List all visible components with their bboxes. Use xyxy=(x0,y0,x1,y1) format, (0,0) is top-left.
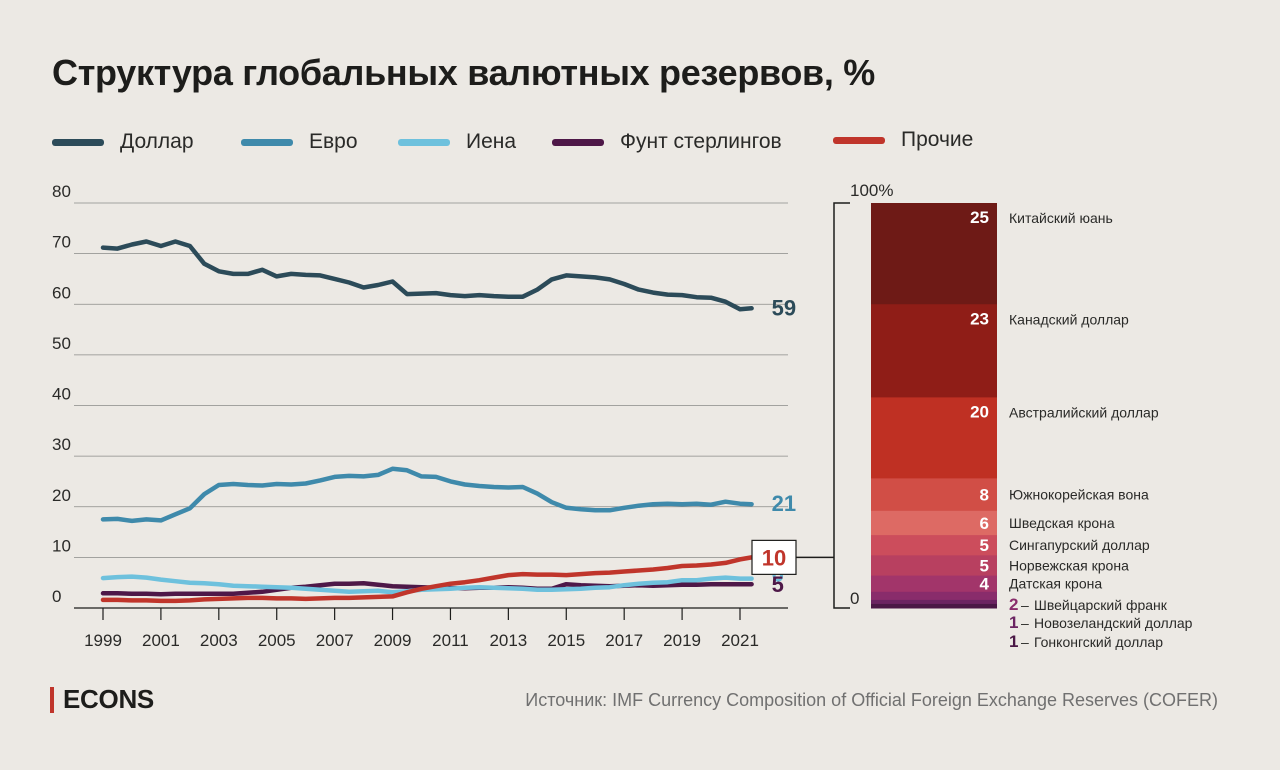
stack-segment-10 xyxy=(871,603,997,609)
y-tick-label: 60 xyxy=(52,283,71,302)
stack-label-6: Норвежская крона xyxy=(1009,557,1129,573)
y-tick-label: 20 xyxy=(52,486,71,505)
y-tick-label: 80 xyxy=(52,182,71,201)
legend-item-dollar: Доллар xyxy=(52,126,194,158)
legend-label-euro: Евро xyxy=(309,130,358,153)
stack-segment-9 xyxy=(871,599,997,605)
stack-label-3: Южнокорейская вона xyxy=(1009,487,1149,503)
stack-label-7: Датская крона xyxy=(1009,576,1102,592)
stack-label-prefix-10: – xyxy=(1021,634,1029,650)
stack-value-2: 20 xyxy=(970,402,989,421)
stack-label-prefix-9: – xyxy=(1021,615,1029,631)
legend-swatch-other xyxy=(833,136,885,144)
stack-label-1: Канадский доллар xyxy=(1009,311,1129,327)
stack-segment-6 xyxy=(871,555,997,577)
legend-swatch-euro xyxy=(241,138,293,146)
stack-label-8: Швейцарский франк xyxy=(1034,597,1168,613)
stack-segment-1 xyxy=(871,304,997,398)
legend-label-yen: Иена xyxy=(466,130,517,153)
grid-layer xyxy=(74,202,788,609)
stack-label-prefix-8: – xyxy=(1021,597,1029,613)
x-tick-labels: 1999 2001 2003 2005 2007 2009 2011 2013 2015 2017… xyxy=(84,608,759,650)
x-tick-label: 2011 xyxy=(432,631,469,650)
end-label-4: 10 xyxy=(762,545,786,570)
stack-label-0: Китайский юань xyxy=(1009,210,1113,226)
legend-swatch-pound xyxy=(552,138,604,146)
x-tick-label: 2003 xyxy=(200,631,238,650)
series-lines xyxy=(100,239,754,604)
stack-value-4: 6 xyxy=(980,514,989,533)
stack-label-9: Новозеландский доллар xyxy=(1034,615,1193,631)
series-line-0 xyxy=(100,239,754,312)
stack-segment-7 xyxy=(871,575,997,593)
x-tick-label: 2007 xyxy=(316,631,354,650)
x-tick-label: 2009 xyxy=(374,631,412,650)
y-tick-label: 50 xyxy=(52,334,71,353)
stack-value-1: 23 xyxy=(970,309,989,328)
brand-bar xyxy=(50,686,54,713)
series-line-4 xyxy=(100,555,754,604)
y-tick-labels: 80 70 60 50 40 30 20 10 0 xyxy=(52,182,71,606)
stack-value-5: 5 xyxy=(980,536,989,555)
y-tick-label: 0 xyxy=(52,587,61,606)
end-label-3: 5 xyxy=(772,572,784,597)
x-tick-label: 2013 xyxy=(489,631,527,650)
stack-label-4: Шведская крона xyxy=(1009,515,1115,531)
brand-logo: ECONS xyxy=(50,684,154,715)
stack-top-label: 100% xyxy=(850,181,893,200)
legend-label-pound: Фунт стерлингов xyxy=(620,130,782,153)
stack-value-0: 25 xyxy=(970,208,989,227)
legend-label-dollar: Доллар xyxy=(120,130,194,153)
x-tick-label: 2015 xyxy=(547,631,585,650)
x-tick-label: 2019 xyxy=(663,631,701,650)
stack-segment-8 xyxy=(871,591,997,601)
y-tick-label: 40 xyxy=(52,385,71,404)
stack-bracket xyxy=(833,202,850,609)
y-tick-label: 10 xyxy=(52,536,71,555)
stack-segment-4 xyxy=(871,510,997,536)
legend-swatch-dollar xyxy=(52,138,104,146)
y-tick-label: 30 xyxy=(52,435,71,454)
end-label-1: 21 xyxy=(772,491,796,516)
legend-label-other: Прочие xyxy=(901,128,974,151)
legend-item-other: Прочие xyxy=(833,124,973,156)
stack-value-6: 5 xyxy=(980,556,989,575)
x-tick-label: 1999 xyxy=(84,631,122,650)
stack-label-10: Гонконгский доллар xyxy=(1034,634,1163,650)
series-end-labels: 59216510 xyxy=(751,295,797,597)
x-tick-label: 2001 xyxy=(142,631,180,650)
source-note: Источник: IMF Currency Composition of Of… xyxy=(525,690,1218,710)
stacked-bar xyxy=(871,203,997,609)
stack-segment-0 xyxy=(871,203,997,305)
stack-value-8: 2 xyxy=(1009,595,1018,614)
y-tick-label: 70 xyxy=(52,233,71,252)
end-label-0: 59 xyxy=(772,295,796,320)
stack-segment-5 xyxy=(871,535,997,556)
stack-label-5: Сингапурский доллар xyxy=(1009,537,1150,553)
chart-title: Структура глобальных валютных резервов, … xyxy=(52,52,875,93)
stack-segment-2 xyxy=(871,397,997,479)
connector-layer: 100% 0 xyxy=(796,181,893,609)
stack-value-9: 1 xyxy=(1009,613,1018,632)
x-tick-label: 2005 xyxy=(258,631,296,650)
stack-value-7: 4 xyxy=(980,575,990,594)
chart-legend: Доллар Евро Иена Фунт стерлингов Прочие xyxy=(52,126,1052,158)
legend-swatch-yen xyxy=(398,138,450,146)
legend-item-pound: Фунт стерлингов xyxy=(552,126,782,158)
legend-item-yen: Иена xyxy=(398,126,516,158)
stack-segment-3 xyxy=(871,478,997,512)
stack-label-2: Австралийский доллар xyxy=(1009,404,1159,420)
stack-value-3: 8 xyxy=(980,486,989,505)
x-tick-label: 2017 xyxy=(605,631,643,650)
legend-item-euro: Евро xyxy=(241,126,358,158)
stack-value-10: 1 xyxy=(1009,632,1018,651)
x-tick-label: 2021 xyxy=(721,631,759,650)
brand-name: ECONS xyxy=(63,684,154,714)
stack-bottom-label: 0 xyxy=(850,589,859,608)
series-line-1 xyxy=(100,466,754,524)
